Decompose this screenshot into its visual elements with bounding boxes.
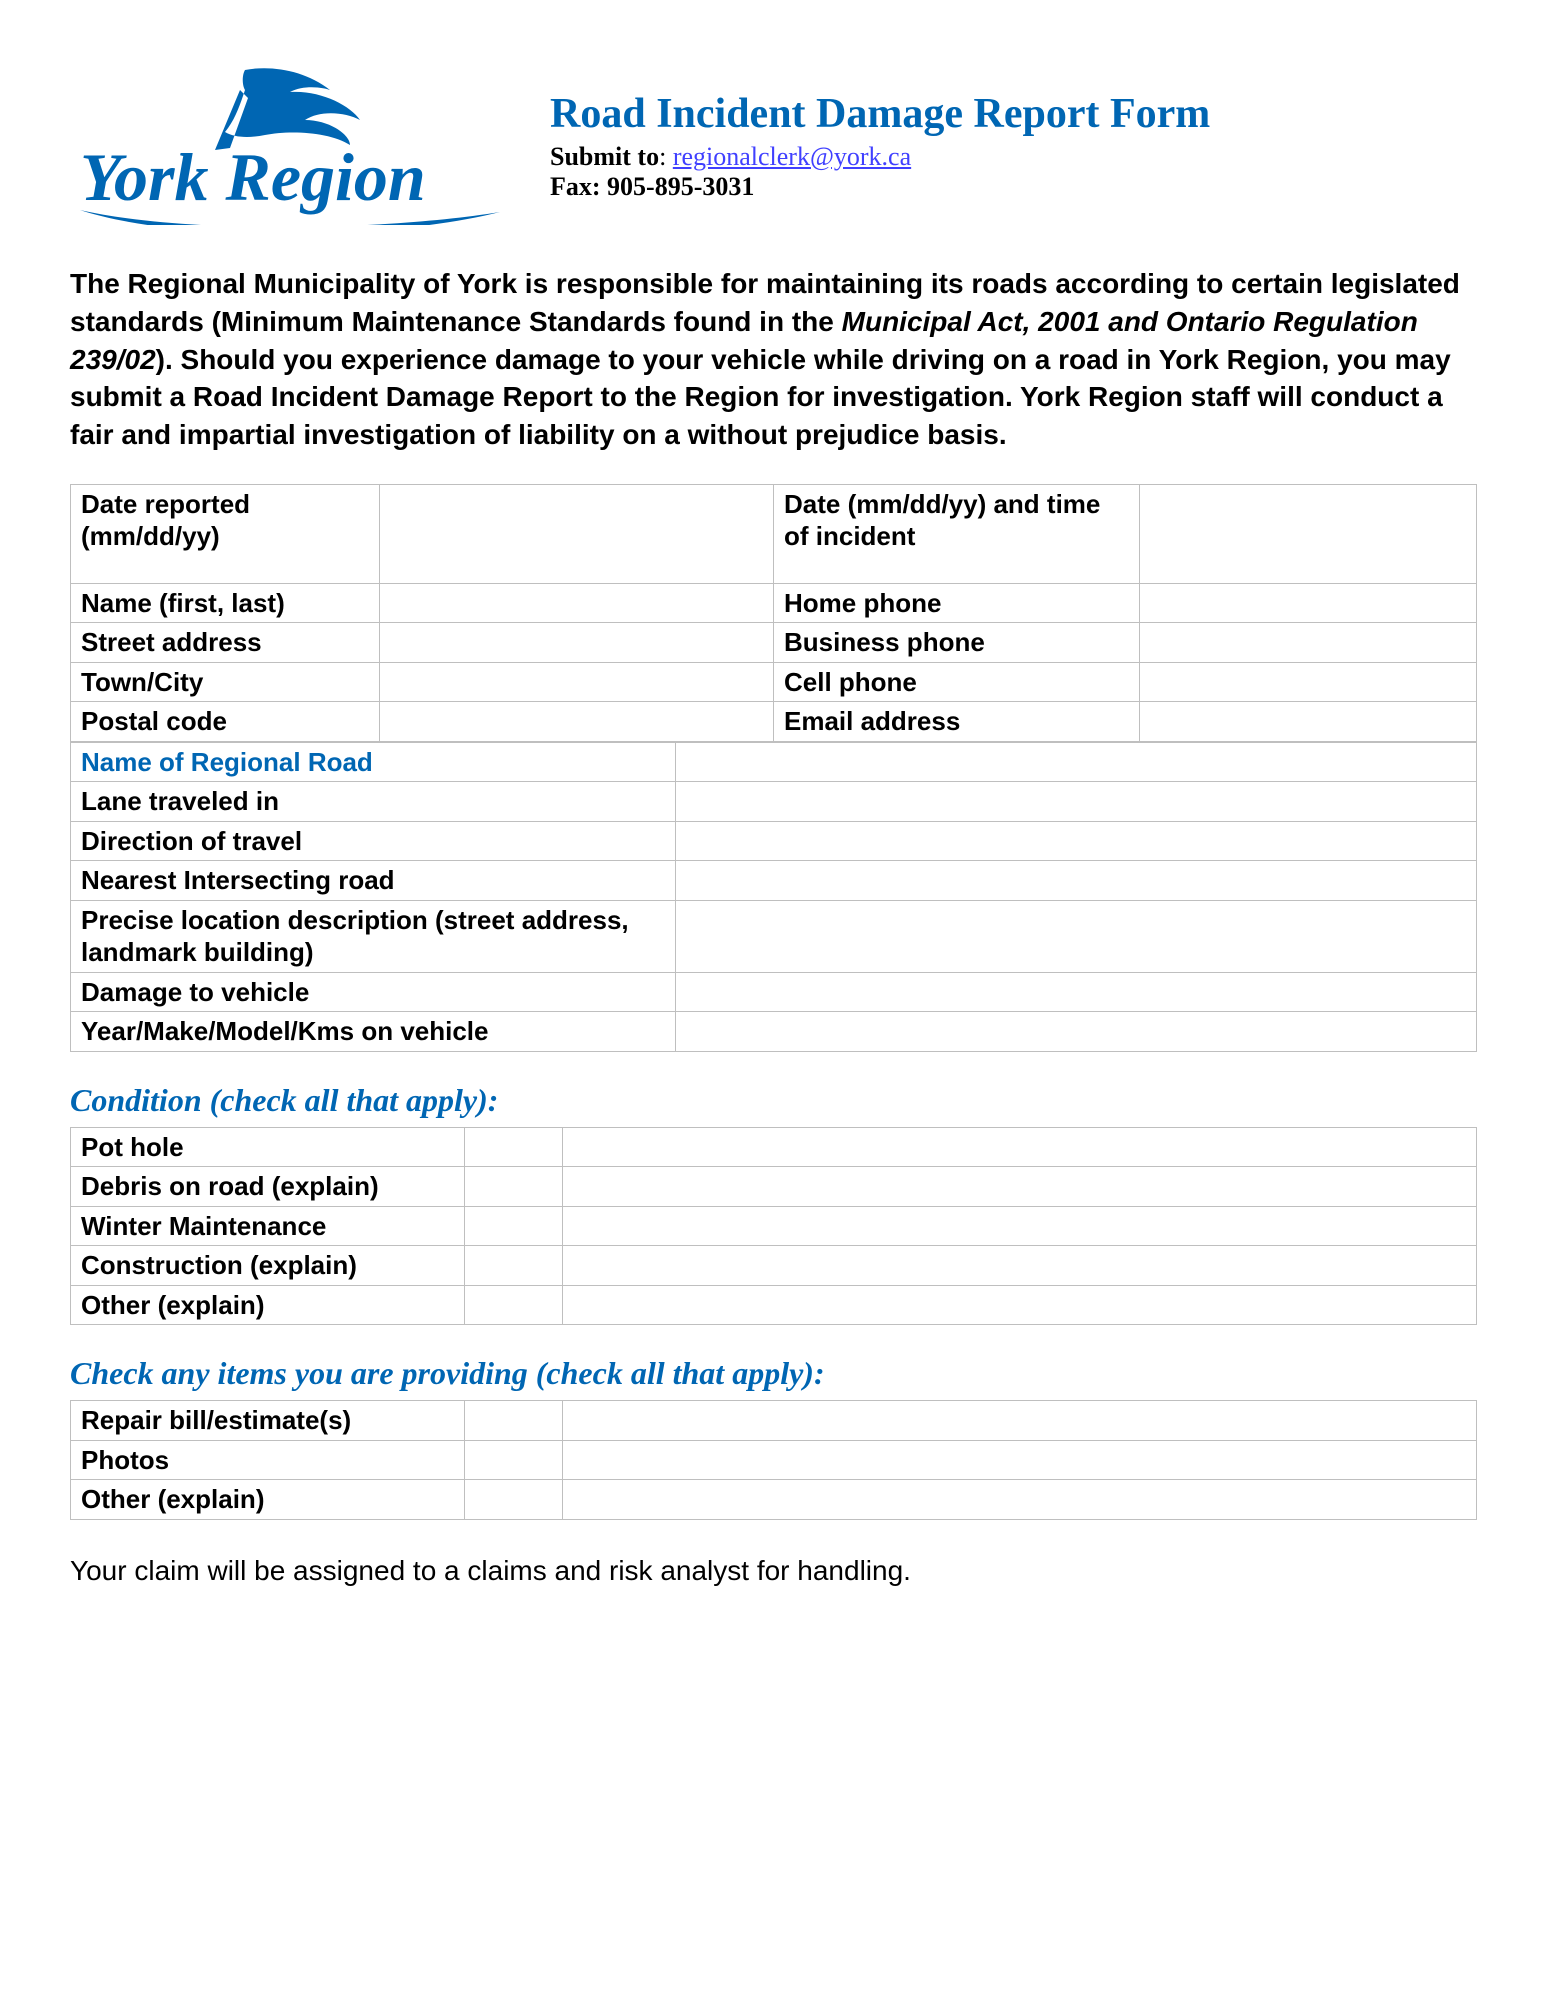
check-pothole[interactable] xyxy=(464,1127,562,1167)
label-debris: Debris on road (explain) xyxy=(71,1167,465,1207)
check-other-prov[interactable] xyxy=(464,1480,562,1520)
input-direction[interactable] xyxy=(675,821,1476,861)
label-regional-road: Name of Regional Road xyxy=(71,742,676,782)
label-street: Street address xyxy=(71,623,380,663)
header: York Region Road Incident Damage Report … xyxy=(70,60,1477,225)
svg-text:York Region: York Region xyxy=(80,139,426,215)
check-other-cond[interactable] xyxy=(464,1285,562,1325)
submit-line: Submit to: regionalclerk@york.ca xyxy=(550,142,1210,172)
label-name: Name (first, last) xyxy=(71,583,380,623)
contact-table: Date reported (mm/dd/yy) Date (mm/dd/yy)… xyxy=(70,484,1477,742)
explain-winter[interactable] xyxy=(563,1206,1477,1246)
input-name[interactable] xyxy=(380,583,774,623)
form-title: Road Incident Damage Report Form xyxy=(550,90,1210,138)
check-construction[interactable] xyxy=(464,1246,562,1286)
explain-other-prov[interactable] xyxy=(563,1480,1477,1520)
label-lane: Lane traveled in xyxy=(71,782,676,822)
footer-note: Your claim will be assigned to a claims … xyxy=(70,1555,1477,1587)
submit-label: Submit to xyxy=(550,142,659,171)
explain-photos[interactable] xyxy=(563,1440,1477,1480)
label-other-prov: Other (explain) xyxy=(71,1480,465,1520)
label-precise-location: Precise location description (street add… xyxy=(71,900,676,972)
label-damage: Damage to vehicle xyxy=(71,972,676,1012)
providing-heading: Check any items you are providing (check… xyxy=(70,1355,1477,1392)
input-damage[interactable] xyxy=(675,972,1476,1012)
label-repair-bill: Repair bill/estimate(s) xyxy=(71,1401,465,1441)
check-debris[interactable] xyxy=(464,1167,562,1207)
label-construction: Construction (explain) xyxy=(71,1246,465,1286)
input-email[interactable] xyxy=(1139,702,1476,742)
input-date-incident[interactable] xyxy=(1139,484,1476,583)
input-lane[interactable] xyxy=(675,782,1476,822)
providing-table: Repair bill/estimate(s) Photos Other (ex… xyxy=(70,1400,1477,1520)
label-town: Town/City xyxy=(71,662,380,702)
input-cell-phone[interactable] xyxy=(1139,662,1476,702)
explain-other-cond[interactable] xyxy=(563,1285,1477,1325)
label-email: Email address xyxy=(773,702,1139,742)
label-vehicle: Year/Make/Model/Kms on vehicle xyxy=(71,1012,676,1052)
input-vehicle[interactable] xyxy=(675,1012,1476,1052)
intro-part3: ). Should you experience damage to your … xyxy=(70,344,1451,451)
check-repair-bill[interactable] xyxy=(464,1401,562,1441)
input-intersecting[interactable] xyxy=(675,861,1476,901)
label-photos: Photos xyxy=(71,1440,465,1480)
label-business-phone: Business phone xyxy=(773,623,1139,663)
location-table: Name of Regional Road Lane traveled in D… xyxy=(70,742,1477,1052)
label-date-incident: Date (mm/dd/yy) and time of incident xyxy=(773,484,1139,583)
check-photos[interactable] xyxy=(464,1440,562,1480)
fax-line: Fax: 905-895-3031 xyxy=(550,172,1210,202)
logo: York Region xyxy=(70,60,510,225)
condition-table: Pot hole Debris on road (explain) Winter… xyxy=(70,1127,1477,1326)
explain-debris[interactable] xyxy=(563,1167,1477,1207)
label-intersecting: Nearest Intersecting road xyxy=(71,861,676,901)
input-regional-road[interactable] xyxy=(675,742,1476,782)
explain-repair-bill[interactable] xyxy=(563,1401,1477,1441)
input-home-phone[interactable] xyxy=(1139,583,1476,623)
label-cell-phone: Cell phone xyxy=(773,662,1139,702)
input-town[interactable] xyxy=(380,662,774,702)
condition-heading: Condition (check all that apply): xyxy=(70,1082,1477,1119)
explain-pothole[interactable] xyxy=(563,1127,1477,1167)
label-pothole: Pot hole xyxy=(71,1127,465,1167)
label-date-reported: Date reported (mm/dd/yy) xyxy=(71,484,380,583)
label-other-cond: Other (explain) xyxy=(71,1285,465,1325)
intro-paragraph: The Regional Municipality of York is res… xyxy=(70,265,1477,454)
label-winter: Winter Maintenance xyxy=(71,1206,465,1246)
submit-email-link[interactable]: regionalclerk@york.ca xyxy=(673,142,911,171)
label-home-phone: Home phone xyxy=(773,583,1139,623)
input-street[interactable] xyxy=(380,623,774,663)
header-info: Road Incident Damage Report Form Submit … xyxy=(550,60,1210,202)
input-postal[interactable] xyxy=(380,702,774,742)
input-date-reported[interactable] xyxy=(380,484,774,583)
input-business-phone[interactable] xyxy=(1139,623,1476,663)
label-direction: Direction of travel xyxy=(71,821,676,861)
input-precise-location[interactable] xyxy=(675,900,1476,972)
fax-label: Fax: xyxy=(550,172,601,201)
explain-construction[interactable] xyxy=(563,1246,1477,1286)
check-winter[interactable] xyxy=(464,1206,562,1246)
fax-number: 905-895-3031 xyxy=(607,172,754,201)
label-postal: Postal code xyxy=(71,702,380,742)
